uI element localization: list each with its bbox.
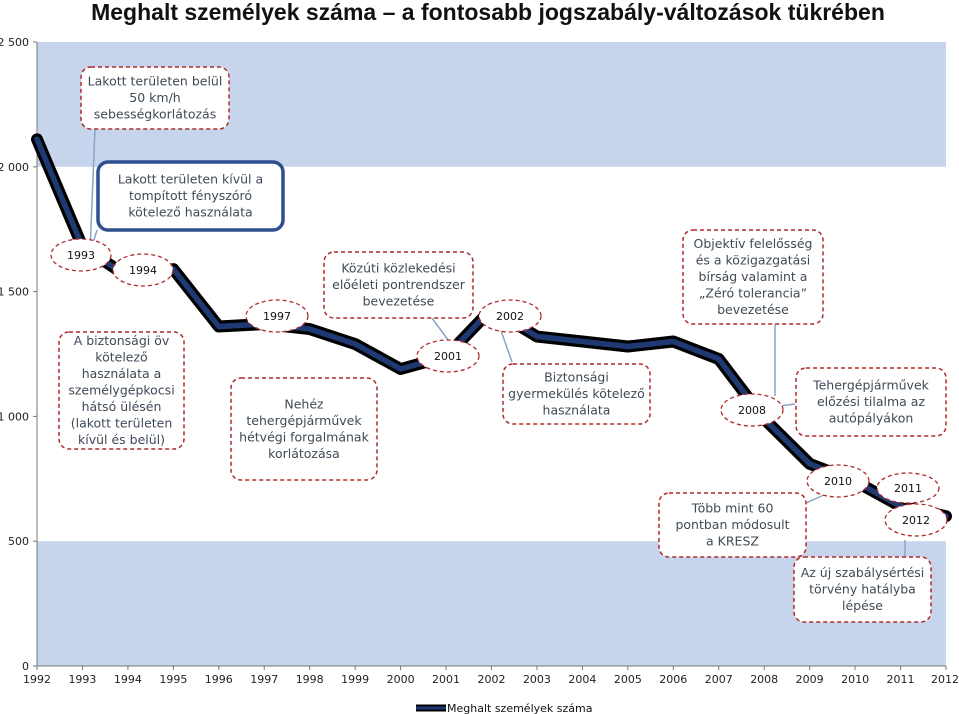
y-tick-label: 1 500: [0, 286, 29, 299]
x-tick-label: 2006: [659, 673, 687, 686]
year-tag-ellipse: [245, 299, 309, 333]
annotation-text: Tehergépjárművek előzési tilalma az autópá…: [812, 378, 930, 426]
y-tick-label: 500: [8, 535, 29, 548]
x-tick-label: 1992: [23, 673, 51, 686]
year-tag-label: 2002: [496, 310, 524, 323]
year-tag-label: 2010: [824, 475, 852, 488]
chart-title: Meghalt személyek száma – a fontosabb jo…: [91, 0, 885, 25]
annotation-text: Objektív felelősség és a közigazgatási bír…: [694, 236, 813, 317]
annotation-leader: [89, 128, 96, 253]
x-tick-label: 2000: [387, 673, 415, 686]
x-tick-label: 1994: [114, 673, 142, 686]
data-point: [535, 335, 539, 339]
annotation-text: Az új szabálysértési törvény hatályba lépé…: [801, 565, 925, 613]
year-tag-label: 1993: [67, 249, 95, 262]
year-tag-label: 2008: [738, 404, 766, 417]
x-tick-label: 2008: [750, 673, 778, 686]
data-point: [353, 342, 357, 346]
annotation-text: Közúti közlekedési előéleti pontrendszer b…: [332, 261, 466, 309]
x-tick-label: 2003: [523, 673, 551, 686]
data-point: [308, 327, 312, 331]
x-tick-label: 2005: [614, 673, 642, 686]
x-tick-label: 2007: [705, 673, 733, 686]
annotation-text: Biztonsági gyermekülés kötelező használata: [508, 370, 645, 418]
year-tag-ellipse: [806, 464, 870, 498]
data-point: [217, 325, 221, 329]
year-tag-ellipse: [478, 299, 542, 333]
x-tick-label: 1996: [205, 673, 233, 686]
x-tick-label: 1995: [159, 673, 187, 686]
annotation-box: [80, 66, 230, 130]
year-tag-ellipse: [112, 253, 174, 287]
data-point: [671, 340, 675, 344]
annotation-box: [58, 331, 185, 450]
year-tag-ellipse: [416, 339, 480, 373]
data-point: [626, 345, 630, 349]
annotation-box: [658, 492, 807, 558]
x-tick-label: 2011: [887, 673, 915, 686]
year-tag-label: 1997: [263, 310, 291, 323]
annotation-box: [793, 556, 932, 623]
annotation-box: [323, 251, 474, 319]
data-point: [35, 137, 39, 141]
annotation-box: [502, 363, 651, 425]
y-tick-label: 2 000: [0, 161, 29, 174]
year-tag-ellipse: [50, 238, 112, 272]
x-tick-label: 2004: [568, 673, 596, 686]
x-tick-label: 2009: [796, 673, 824, 686]
annotation-text: Több mint 60 pontban módosult a KRESZ: [675, 501, 789, 549]
data-point: [717, 357, 721, 361]
x-tick-label: 1999: [341, 673, 369, 686]
year-tag-label: 2012: [902, 514, 930, 527]
y-tick-label: 0: [22, 660, 29, 673]
annotation-box: [96, 160, 285, 232]
annotation-text: Lakott területen belül 50 km/h sebességkor…: [88, 74, 223, 122]
year-tag-label: 1994: [129, 264, 157, 277]
year-tag-label: 2001: [434, 350, 462, 363]
x-tick-label: 2010: [841, 673, 869, 686]
x-tick-label: 1997: [250, 673, 278, 686]
x-tick-label: 2001: [432, 673, 460, 686]
year-tag-ellipse: [876, 472, 940, 504]
x-tick-label: 2002: [478, 673, 506, 686]
x-tick-label: 1998: [296, 673, 324, 686]
year-tag-ellipse: [884, 503, 948, 537]
annotation-text: A biztonsági öv kötelező használata a szemé…: [68, 333, 174, 447]
y-tick-label: 2 500: [0, 36, 29, 49]
annotation-text: Nehéz tehergépjárművek hétvégi forgalmának…: [239, 396, 369, 461]
annotation-box: [230, 377, 378, 481]
annotation-leader: [499, 327, 513, 363]
year-tag-ellipse: [720, 393, 784, 427]
y-tick-label: 1 000: [0, 410, 29, 423]
year-tag-label: 2011: [894, 482, 922, 495]
annotation-leader: [779, 403, 796, 407]
plot-area: 0 500 1 000 1 500 2 000 2 500 1992 1993 1994 1995…: [0, 36, 959, 714]
annotation-text: Lakott területen kívül a tompított fénysz…: [118, 172, 263, 220]
data-point: [808, 462, 812, 466]
annotation-box: [682, 229, 824, 325]
x-tick-label: 2012: [931, 673, 959, 686]
data-point: [399, 367, 403, 371]
legend-label: Meghalt személyek száma: [447, 702, 592, 714]
data-point: [580, 340, 584, 344]
annotation-box: [795, 367, 947, 437]
x-tick-label: 1993: [68, 673, 96, 686]
